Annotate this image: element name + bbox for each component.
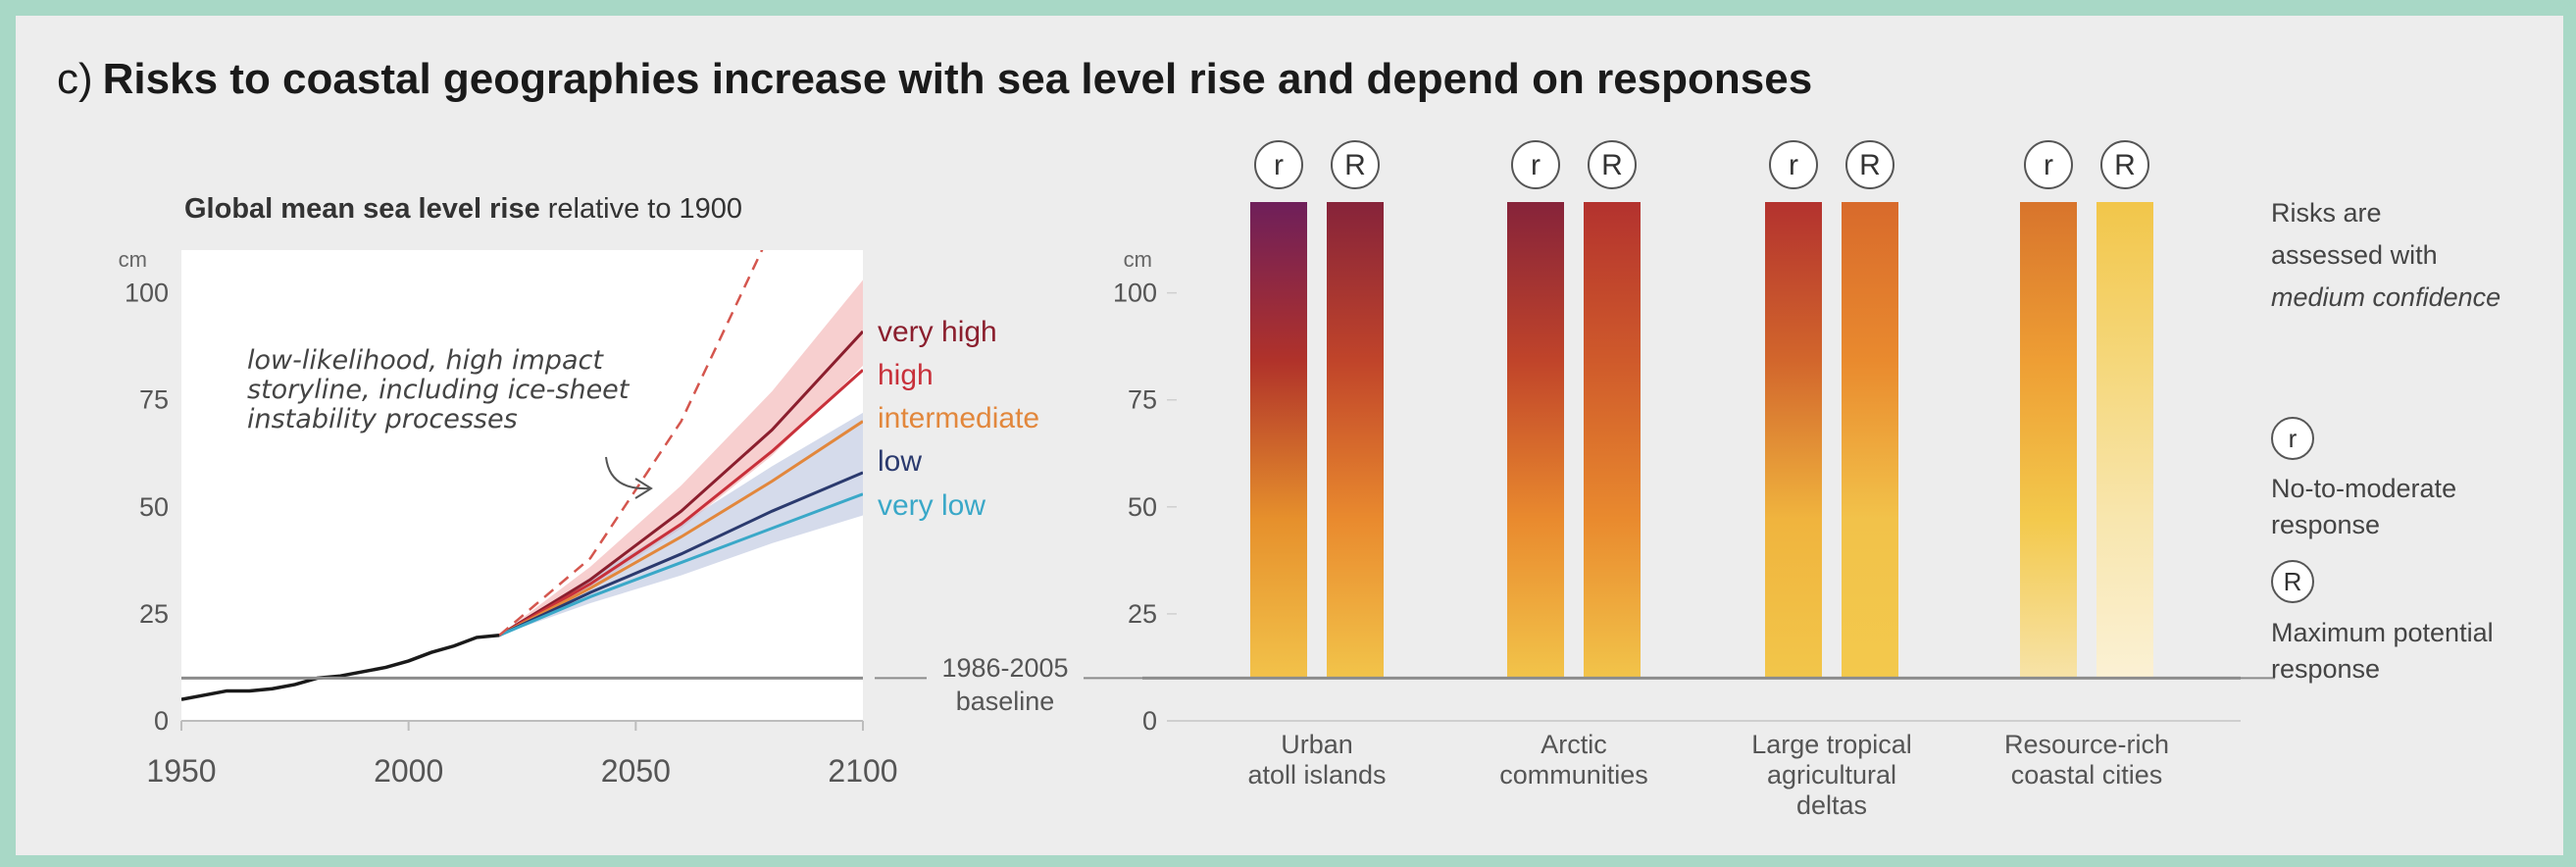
baseline-label-line1: 1986-2005 (941, 653, 1068, 683)
risk-bar-r (1765, 202, 1822, 679)
line-y-unit: cm (119, 247, 147, 272)
risk-bar-r (2020, 202, 2077, 679)
storyline-annotation-line: instability processes (247, 404, 518, 434)
legend-confidence-line: assessed with (2271, 240, 2438, 270)
legend-R-text: Maximum potential (2271, 618, 2494, 647)
storyline-annotation-line: low-likelihood, high impact (247, 345, 604, 376)
annotation-arrow (605, 456, 650, 490)
bar-y-unit: cm (1124, 247, 1152, 272)
bar-group-label: agricultural (1767, 760, 1896, 790)
line-x-tick-label: 1950 (146, 753, 216, 789)
series-line-very-high (498, 330, 863, 638)
bar-group-label: atoll islands (1247, 760, 1386, 790)
panel-label: c) (57, 55, 93, 103)
line-y-tick-label: 75 (139, 385, 169, 415)
response-letter: r (1274, 149, 1284, 181)
legend-r-circle (2271, 417, 2314, 460)
bar-y-tick-label: 25 (1128, 599, 1157, 629)
bar-group-label: Large tropical (1751, 730, 1912, 759)
response-circle (2100, 140, 2149, 189)
bar-y-tick-label: 75 (1128, 385, 1157, 415)
series-label-intermediate: intermediate (878, 402, 1039, 434)
bar-group-label: coastal cities (2011, 760, 2163, 790)
bar-group-label: deltas (1796, 790, 1867, 820)
response-circle (1769, 140, 1818, 189)
line-y-tick-label: 0 (154, 706, 169, 736)
bar-group-label: Resource-rich (2004, 730, 2169, 759)
risk-bar-R (1842, 202, 1898, 679)
series-line-very-low (498, 492, 863, 638)
response-letter: R (2114, 149, 2136, 181)
legend-r-letter: r (2289, 424, 2298, 453)
response-letter: r (1789, 149, 1798, 181)
series-line-low (498, 471, 863, 638)
response-letter: r (1531, 149, 1541, 181)
bar-group-label: Arctic (1541, 730, 1607, 759)
series-label-high: high (878, 359, 934, 391)
bar-y-tick-label: 50 (1128, 492, 1157, 522)
storyline-dashed-line (498, 250, 764, 637)
legend-confidence-line: medium confidence (2271, 282, 2500, 312)
response-circle (1845, 140, 1894, 189)
series-line-high (498, 369, 863, 638)
legend-R-text: response (2271, 654, 2380, 684)
legend-R-letter: R (2284, 567, 2302, 596)
response-circle (1511, 140, 1560, 189)
response-circle (1331, 140, 1380, 189)
risk-bar-r (1250, 202, 1307, 679)
baseline-label-line2: baseline (956, 687, 1055, 716)
line-y-tick-label: 50 (139, 492, 169, 522)
line-series-group (181, 250, 863, 701)
risk-bar-R (2096, 202, 2153, 679)
line-y-tick-label: 25 (139, 599, 169, 629)
line-x-tick-label: 2050 (601, 753, 671, 789)
legend-r-text: response (2271, 510, 2380, 539)
risk-bar-R (1327, 202, 1384, 679)
legend-confidence-line: Risks are (2271, 198, 2382, 228)
response-letter: R (1344, 149, 1366, 181)
panel-title: c) Risks to coastal geographies increase … (57, 55, 1812, 104)
series-label-very-high: very high (878, 316, 997, 348)
response-circle (1254, 140, 1303, 189)
response-letter: r (2044, 149, 2053, 181)
response-letter: R (1859, 149, 1881, 181)
risk-bar-R (1584, 202, 1641, 679)
series-label-low: low (878, 445, 922, 478)
storyline-annotation-line: storyline, including ice-sheet (247, 375, 631, 405)
bar-y-tick-label: 100 (1113, 279, 1157, 308)
bar-group-label: Urban (1281, 730, 1353, 759)
line-x-tick-label: 2100 (828, 753, 897, 789)
legend-r-text: No-to-moderate (2271, 474, 2456, 503)
annotation-arrow-head (634, 478, 653, 499)
legend-R-circle (2271, 560, 2314, 603)
bar-group-label: communities (1499, 760, 1648, 790)
response-circle (2024, 140, 2073, 189)
bar-y-tick-label: 0 (1142, 706, 1157, 736)
line-chart-title: Global mean sea level rise relative to 1… (184, 193, 742, 225)
risk-bar-r (1507, 202, 1564, 679)
line-x-tick-label: 2000 (374, 753, 443, 789)
observed-line (181, 633, 500, 701)
series-line-intermediate (498, 420, 863, 638)
response-circle (1588, 140, 1637, 189)
line-y-tick-label: 100 (125, 279, 169, 308)
panel-title-text: Risks to coastal geographies increase wi… (102, 55, 1813, 103)
series-label-very-low: very low (878, 489, 985, 522)
response-letter: R (1601, 149, 1623, 181)
